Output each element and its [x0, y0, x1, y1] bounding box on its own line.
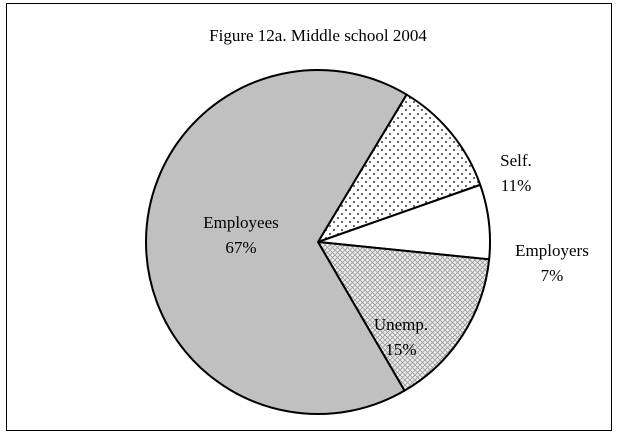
slice-label-employers: Employers: [515, 241, 589, 260]
pie-slice-employees: [145, 69, 408, 415]
pie-slice-unemp: [317, 241, 491, 392]
slice-value-label-employees: 67%: [225, 238, 256, 257]
slice-value-label-unemp: 15%: [385, 340, 416, 359]
pie-slice-self: [317, 93, 482, 243]
slice-label-employees: Employees: [203, 213, 279, 232]
slice-value-label-self: 11%: [501, 176, 532, 195]
slice-label-unemp: Unemp.: [374, 315, 428, 334]
slice-label-self: Self.: [500, 151, 532, 170]
chart-title: Figure 12a. Middle school 2004: [209, 26, 427, 45]
slice-value-label-employers: 7%: [541, 266, 564, 285]
